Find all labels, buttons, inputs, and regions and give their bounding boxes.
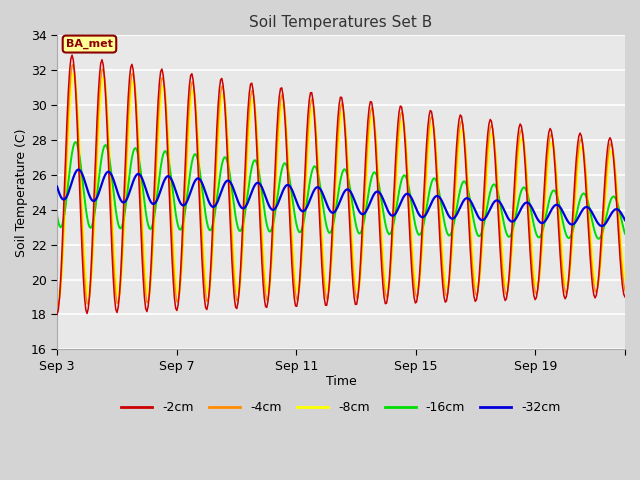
-4cm bbox=[54, 302, 62, 308]
-16cm bbox=[333, 201, 340, 207]
-16cm bbox=[563, 232, 570, 238]
Title: Soil Temperatures Set B: Soil Temperatures Set B bbox=[250, 15, 433, 30]
-32cm bbox=[74, 167, 82, 172]
-2cm bbox=[343, 159, 351, 165]
Line: -4cm: -4cm bbox=[57, 64, 625, 305]
-2cm bbox=[304, 112, 312, 118]
-32cm bbox=[343, 187, 351, 192]
-32cm bbox=[534, 216, 541, 222]
-32cm bbox=[53, 184, 61, 190]
-16cm bbox=[595, 236, 603, 242]
-8cm bbox=[344, 156, 352, 161]
Line: -2cm: -2cm bbox=[57, 55, 625, 314]
-4cm bbox=[564, 287, 572, 292]
-8cm bbox=[564, 283, 572, 288]
-32cm bbox=[333, 206, 340, 212]
-4cm bbox=[53, 300, 61, 306]
-8cm bbox=[334, 152, 342, 157]
-16cm bbox=[534, 234, 541, 240]
-2cm bbox=[534, 287, 541, 293]
-2cm bbox=[621, 294, 629, 300]
-8cm bbox=[53, 286, 61, 292]
Text: BA_met: BA_met bbox=[66, 39, 113, 49]
-32cm bbox=[304, 202, 312, 208]
-4cm bbox=[305, 113, 313, 119]
-32cm bbox=[353, 203, 360, 209]
Legend: -2cm, -4cm, -8cm, -16cm, -32cm: -2cm, -4cm, -8cm, -16cm, -32cm bbox=[116, 396, 566, 420]
-2cm bbox=[333, 134, 340, 140]
-8cm bbox=[621, 277, 629, 283]
-16cm bbox=[72, 139, 79, 145]
-32cm bbox=[598, 223, 605, 229]
-2cm bbox=[68, 52, 76, 58]
Line: -8cm: -8cm bbox=[57, 73, 625, 296]
-4cm bbox=[354, 293, 362, 299]
-16cm bbox=[621, 231, 629, 237]
-32cm bbox=[621, 217, 629, 223]
-2cm bbox=[353, 301, 360, 307]
-8cm bbox=[305, 131, 313, 136]
-16cm bbox=[304, 191, 312, 197]
Line: -16cm: -16cm bbox=[57, 142, 625, 239]
-4cm bbox=[344, 168, 352, 174]
-4cm bbox=[334, 133, 342, 139]
-4cm bbox=[621, 288, 629, 293]
-2cm bbox=[53, 312, 61, 317]
Y-axis label: Soil Temperature (C): Soil Temperature (C) bbox=[15, 128, 28, 257]
-8cm bbox=[54, 293, 62, 299]
-8cm bbox=[354, 288, 362, 293]
-4cm bbox=[70, 61, 77, 67]
Line: -32cm: -32cm bbox=[57, 169, 625, 226]
-16cm bbox=[353, 225, 360, 231]
-2cm bbox=[563, 294, 570, 300]
-16cm bbox=[53, 213, 61, 218]
-8cm bbox=[70, 71, 77, 76]
X-axis label: Time: Time bbox=[326, 375, 356, 388]
-32cm bbox=[563, 216, 570, 222]
-4cm bbox=[535, 279, 543, 285]
-8cm bbox=[535, 279, 543, 285]
-16cm bbox=[343, 169, 351, 175]
